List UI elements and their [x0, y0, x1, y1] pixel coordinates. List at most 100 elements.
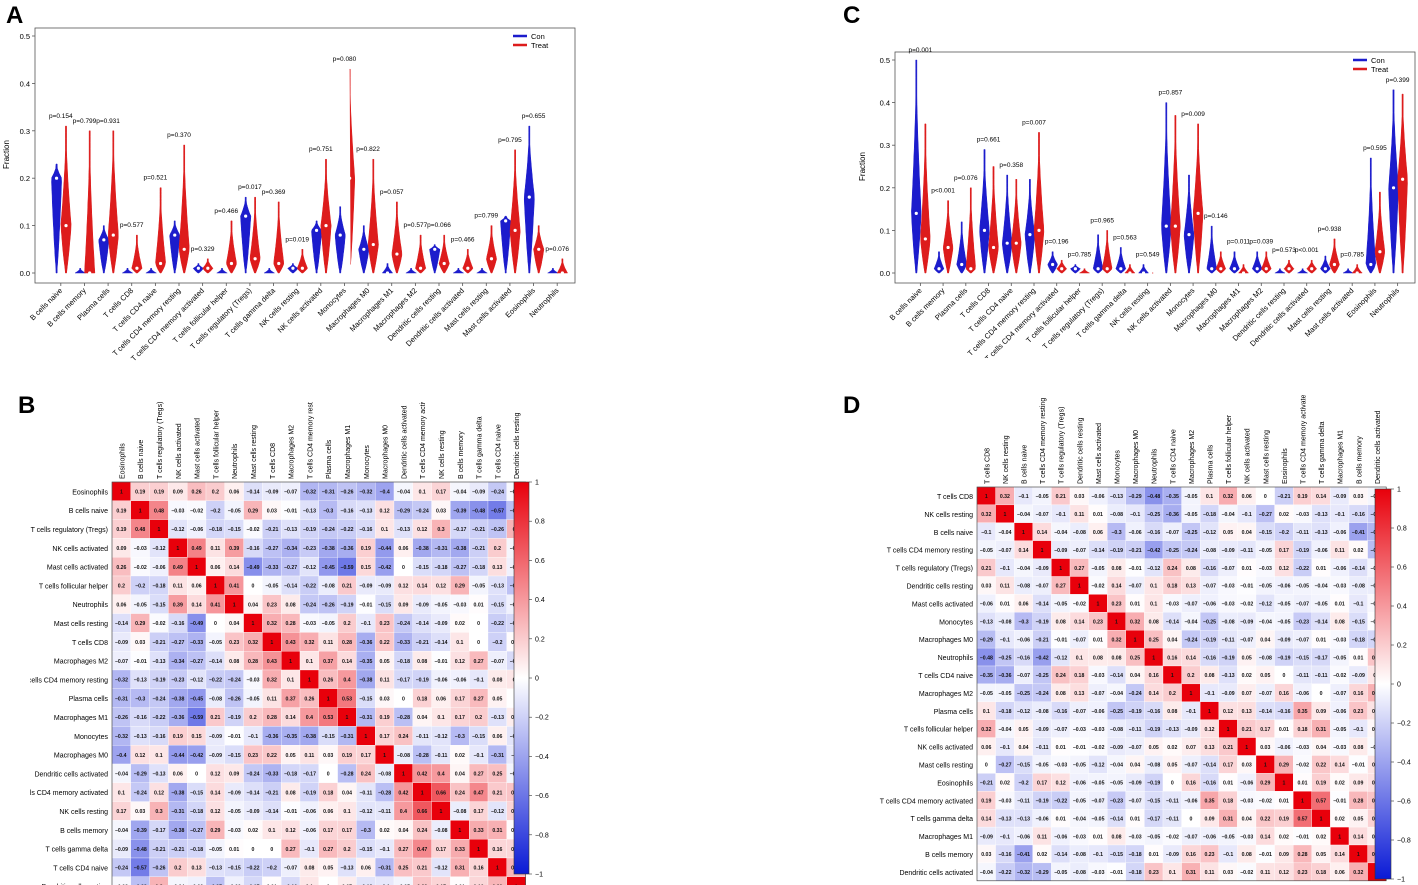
- cell-value: −0.09: [246, 809, 259, 815]
- heatmap-cell: [130, 876, 150, 885]
- row-label: NK cells activated: [52, 546, 108, 553]
- cell-value: 0.06: [436, 696, 446, 702]
- violin-con: [216, 268, 229, 274]
- cell-value: 0.21: [1223, 745, 1233, 751]
- cell-value: 0.2: [118, 584, 125, 590]
- cell-value: −0.17: [303, 772, 316, 778]
- cell-value: −0.48: [472, 508, 485, 514]
- cell-value: −0.21: [1036, 637, 1049, 643]
- p-value-label: p=0.057: [380, 189, 404, 196]
- cell-value: −0.07: [1073, 637, 1086, 643]
- cell-value: 0.19: [361, 546, 371, 552]
- cell-value: 0.28: [1297, 852, 1307, 858]
- cell-value: 1: [289, 659, 292, 665]
- violin-con: [1365, 157, 1376, 274]
- cell-value: 0.24: [1056, 673, 1066, 679]
- cell-value: 0.01: [1093, 834, 1103, 840]
- cell-value: −0.08: [397, 753, 410, 759]
- cell-value: −0.18: [998, 709, 1011, 715]
- cell-value: 0.25: [1130, 655, 1140, 661]
- cell-value: −0.15: [1017, 763, 1030, 769]
- cell-value: 0.22: [1260, 816, 1270, 822]
- legend-con-label: Con: [1371, 56, 1385, 65]
- row-label: B cells memory: [925, 852, 973, 859]
- median-treat: [158, 261, 163, 266]
- cell-value: 0.03: [323, 753, 333, 759]
- cell-value: 0.01: [1316, 637, 1326, 643]
- cell-value: −0.05: [1091, 566, 1104, 572]
- cell-value: 0.03: [1074, 494, 1084, 500]
- cell-value: −0.16: [359, 527, 372, 533]
- cell-value: −0.01: [284, 809, 297, 815]
- p-value-label: p=0.399: [1386, 77, 1410, 84]
- cell-value: −0.1: [473, 753, 483, 759]
- cell-value: 0.21: [210, 715, 220, 721]
- median-treat: [969, 267, 973, 271]
- cell-value: −0.01: [1259, 852, 1272, 858]
- cell-value: 0.08: [1056, 619, 1066, 625]
- violin-con: [476, 268, 489, 274]
- cell-value: −0.28: [397, 715, 410, 721]
- cell-value: −0.36: [359, 640, 372, 646]
- cell-value: 0.01: [1335, 602, 1345, 608]
- row-label: T cells CD4 memory resting: [30, 677, 108, 684]
- cell-value: −0.31: [359, 715, 372, 721]
- row-label: Neutrophils: [938, 655, 974, 662]
- median-con: [1164, 224, 1168, 228]
- cell-value: 0.2: [494, 546, 501, 552]
- cell-value: −0.32: [303, 490, 316, 496]
- cell-value: −0.1: [1204, 691, 1214, 697]
- median-treat: [1264, 267, 1268, 271]
- violin-con: [956, 221, 967, 274]
- row-label: Neutrophils: [73, 602, 109, 609]
- cell-value: −0.01: [1054, 637, 1067, 643]
- cell-value: 0.11: [380, 678, 390, 684]
- row-label: Macrophages M0: [54, 753, 108, 760]
- cell-value: −0.25: [1203, 619, 1216, 625]
- column-label: Plasma cells: [1208, 444, 1215, 484]
- median-con: [54, 176, 59, 180]
- row-label: Macrophages M0: [919, 637, 973, 644]
- cell-value: −0.05: [980, 691, 993, 697]
- cell-value: −0.2: [1018, 781, 1028, 787]
- cell-value: −0.15: [1296, 655, 1309, 661]
- cell-value: −0.1: [1223, 852, 1233, 858]
- cell-value: 0.12: [436, 584, 446, 590]
- cell-value: −0.35: [359, 659, 372, 665]
- cell-value: −0.17: [453, 527, 466, 533]
- cell-value: 0.16: [474, 866, 484, 872]
- cell-value: 0.14: [286, 715, 296, 721]
- cell-value: −0.08: [1017, 584, 1030, 590]
- median-treat: [946, 245, 950, 250]
- cell-value: −0.07: [1296, 602, 1309, 608]
- cell-value: −0.05: [1073, 763, 1086, 769]
- cell-value: −0.07: [284, 490, 297, 496]
- cell-value: 0.24: [398, 734, 408, 740]
- median-con: [196, 266, 200, 270]
- cell-value: −0.23: [1110, 798, 1123, 804]
- cell-value: −0.15: [359, 847, 372, 853]
- cell-value: 1: [270, 640, 273, 646]
- y-tick-label: 0.0: [880, 269, 890, 278]
- cell-value: 0.27: [323, 847, 333, 853]
- cell-value: 0.2: [1187, 673, 1194, 679]
- median-con: [937, 267, 941, 271]
- violin-con: [1297, 268, 1309, 274]
- cell-value: 0.1: [118, 790, 125, 796]
- colorbar-tick-label: 0.8: [1397, 526, 1407, 533]
- cell-value: −0.11: [1166, 816, 1179, 822]
- column-label: NK cells resting: [1003, 435, 1010, 484]
- cell-value: −0.22: [1054, 798, 1067, 804]
- cell-value: −0.12: [491, 809, 504, 815]
- cell-value: 0.27: [1074, 566, 1084, 572]
- cell-value: −0.04: [453, 490, 466, 496]
- cell-value: 0.13: [1242, 709, 1252, 715]
- cell-value: −0.11: [1017, 798, 1030, 804]
- cell-value: −0.12: [171, 527, 184, 533]
- cell-value: 0.17: [380, 734, 390, 740]
- cell-value: 0.16: [1167, 655, 1177, 661]
- cell-value: 0.12: [286, 828, 296, 834]
- cell-value: 0.1: [155, 753, 162, 759]
- violin-treat: [131, 234, 143, 274]
- cell-value: −0.35: [284, 734, 297, 740]
